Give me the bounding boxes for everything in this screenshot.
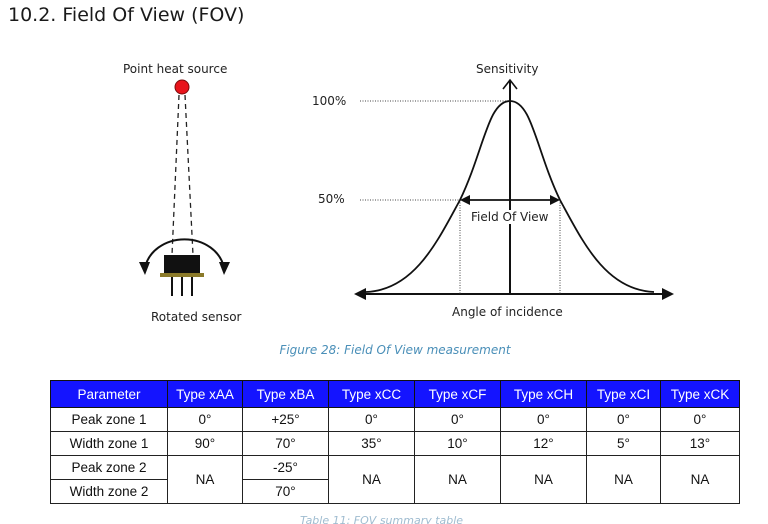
fov-figure — [139, 78, 674, 300]
table-cell: 5° — [586, 431, 661, 456]
table-cell-na: NA — [500, 455, 587, 504]
rotation-arc — [144, 238, 225, 269]
sensor-base — [160, 273, 204, 277]
table-row: Peak zone 1 0° +25° 0° 0° 0° 0° 0° — [50, 407, 740, 432]
table-cell: -25° — [242, 455, 329, 480]
fov-arrow-right — [550, 195, 560, 205]
row-label: Peak zone 2 — [50, 455, 168, 480]
h-axis-arrow-left — [354, 288, 366, 300]
table-cell: 0° — [167, 407, 243, 432]
fov-table: Parameter Type xAA Type xBA Type xCC Typ… — [50, 380, 740, 504]
table-cell: 0° — [414, 407, 501, 432]
level-50-label: 50% — [318, 192, 345, 206]
point-source-label: Point heat source — [123, 62, 228, 76]
table-cell: 10° — [414, 431, 501, 456]
table-cell-na: NA — [167, 455, 243, 504]
arc-arrow-left — [139, 262, 150, 275]
col-header: Parameter — [50, 380, 168, 408]
col-header: Type xCH — [500, 380, 587, 408]
table-cell-na: NA — [328, 455, 415, 504]
table-cell: 35° — [328, 431, 415, 456]
fov-label: Field Of View — [470, 210, 550, 224]
level-100-label: 100% — [312, 94, 347, 108]
table-cell: 0° — [586, 407, 661, 432]
col-header: Type xBA — [242, 380, 329, 408]
ray-left — [171, 94, 180, 256]
table-row: Width zone 1 90° 70° 35° 10° 12° 5° 13° — [50, 431, 740, 456]
rotated-sensor-label: Rotated sensor — [151, 310, 242, 324]
table-cell: 0° — [660, 407, 740, 432]
table-header-row: Parameter Type xAA Type xBA Type xCC Typ… — [50, 380, 740, 408]
angle-label: Angle of incidence — [452, 305, 563, 319]
sensitivity-curve — [365, 100, 655, 293]
table-cell: 70° — [242, 431, 329, 456]
col-header: Type xAA — [167, 380, 243, 408]
ray-right — [184, 94, 194, 256]
table-cell: 90° — [167, 431, 243, 456]
h-axis-arrow-right — [662, 288, 674, 300]
v-axis-arrowhead — [502, 78, 518, 90]
table-cell: 13° — [660, 431, 740, 456]
section-title: 10.2. Field Of View (FOV) — [8, 4, 245, 26]
table-cell-na: NA — [660, 455, 740, 504]
col-header: Type xCI — [586, 380, 661, 408]
sensor-body — [164, 255, 200, 273]
row-label: Width zone 1 — [50, 431, 168, 456]
col-header: Type xCF — [414, 380, 501, 408]
row-label: Width zone 2 — [50, 479, 168, 504]
next-caption-text: Table 11: FOV summary table — [300, 514, 464, 524]
table-row: Peak zone 2 NA -25° NA NA NA NA NA — [50, 455, 740, 504]
heat-source-dot — [174, 79, 190, 95]
figure-caption: Figure 28: Field Of View measurement — [279, 343, 511, 357]
col-header: Type xCK — [660, 380, 740, 408]
arc-arrow-right — [219, 262, 230, 275]
table-row: Width zone 2 70° — [50, 479, 740, 504]
sensitivity-label: Sensitivity — [476, 62, 539, 76]
fov-arrow-left — [460, 195, 470, 205]
row-label: Peak zone 1 — [50, 407, 168, 432]
next-caption-partial: Table 11: FOV summary table — [0, 512, 768, 524]
table-cell: 0° — [328, 407, 415, 432]
table-cell: 70° — [242, 479, 329, 504]
table-cell: 12° — [500, 431, 587, 456]
table-cell: 0° — [500, 407, 587, 432]
table-cell-na: NA — [414, 455, 501, 504]
table-cell: +25° — [242, 407, 329, 432]
col-header: Type xCC — [328, 380, 415, 408]
table-cell-na: NA — [586, 455, 661, 504]
